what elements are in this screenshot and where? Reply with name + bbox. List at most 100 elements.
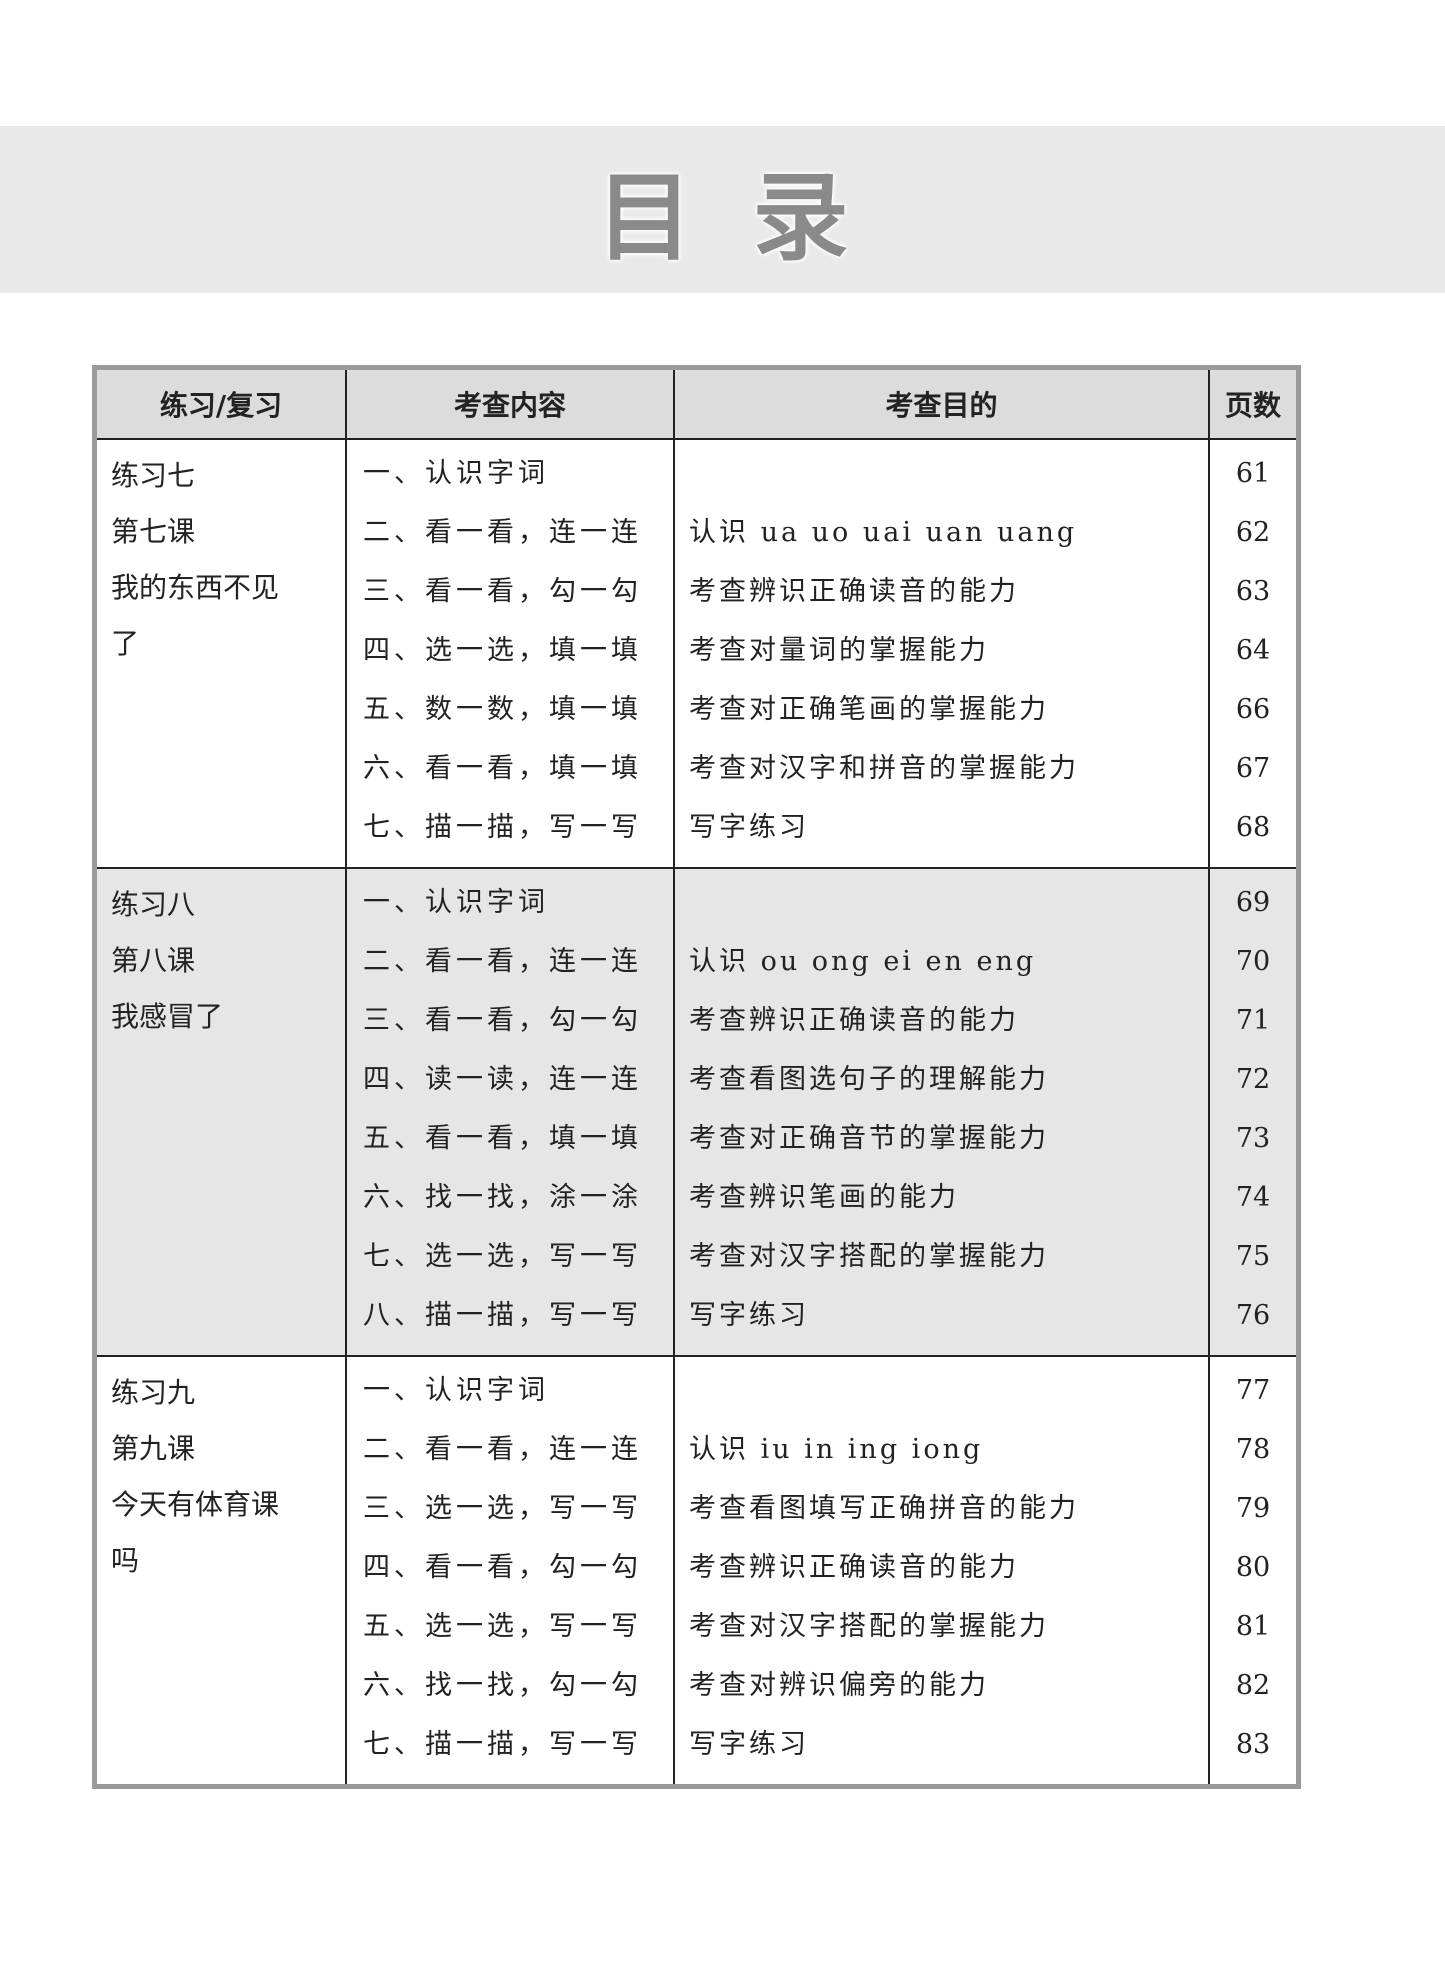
purpose-text: 考查看图填写正确拼音的能力 (689, 1493, 1079, 1524)
section-row: 练习八 第八课 我感冒了 一、认识字词 二、看一看，连一连 三、看一看，勾一勾 四、读一读，… (97, 867, 1296, 1357)
purpose-text: 考查对量词的掌握能力 (689, 635, 989, 666)
lesson-cell: 练习九第九课今天有体育课吗 (97, 1355, 347, 1784)
page-number: 63 (1235, 576, 1271, 607)
page-number: 66 (1235, 694, 1271, 725)
exercise-item: 七、描一描，写一写 (363, 812, 642, 843)
exercise-item: 六、看一看，填一填 (363, 753, 642, 784)
page-number: 64 (1235, 635, 1271, 666)
lesson-label: 练习九 (111, 1376, 196, 1409)
page-number: 69 (1235, 887, 1271, 918)
page-number: 62 (1235, 517, 1271, 548)
page-cell: 61 62 63 64 66 67 68 (1208, 438, 1296, 869)
section-row: 练习七 第七课 我的东西不见了一、认识字词 二、看一看，连一连 三、看一看，勾一勾 四、选… (97, 438, 1296, 869)
page-title: 目 录 (0, 126, 1445, 293)
page-number: 72 (1235, 1064, 1271, 1095)
exercise-item: 四、看一看，勾一勾 (363, 1552, 642, 1583)
contents-table: 练习/复习 考查内容 考查目的 页数 练习七 第七课 我的东西不见了一、认识字词 二、… (92, 365, 1301, 1789)
page-number: 75 (1235, 1241, 1271, 1272)
table-header-row: 练习/复习 考查内容 考查目的 页数 (97, 370, 1296, 440)
purpose-text: 认识 ou ong ei en eng (689, 946, 1037, 977)
page-number: 80 (1235, 1552, 1271, 1583)
lesson-cell: 练习八第八课我感冒了 (97, 867, 347, 1357)
purpose-text: 考查辨识正确读音的能力 (689, 1552, 1019, 1583)
page-number: 71 (1235, 1005, 1271, 1036)
exercise-item: 四、读一读，连一连 (363, 1064, 642, 1095)
purpose-text: 考查对辨识偏旁的能力 (689, 1670, 989, 1701)
purpose-text: 考查辨识正确读音的能力 (689, 576, 1019, 607)
section-row: 练习九 第九课 今天有体育课吗一、认识字词 二、看一看，连一连 三、选一选，写一写 四、看… (97, 1355, 1296, 1784)
lesson-label: 了 (111, 627, 140, 660)
exercise-item: 二、看一看，连一连 (363, 517, 642, 548)
purpose-text: 写字练习 (689, 1729, 809, 1760)
page-cell: 77 78 79 80 81 82 83 (1208, 1355, 1296, 1784)
exercise-item: 八、描一描，写一写 (363, 1300, 642, 1331)
page-number: 73 (1235, 1123, 1271, 1154)
page-number: 67 (1235, 753, 1271, 784)
purpose-text: 写字练习 (689, 1300, 809, 1331)
title-band (0, 126, 1445, 293)
purpose-cell: 认识 iu in ing iong 考查看图填写正确拼音的能力 考查辨识正确读音的能… (673, 1355, 1210, 1784)
exercise-item: 七、选一选，写一写 (363, 1241, 642, 1272)
purpose-text: 考查对汉字搭配的掌握能力 (689, 1241, 1049, 1272)
page-number: 83 (1235, 1729, 1271, 1760)
header-content: 考查内容 (345, 370, 675, 440)
purpose-text: 写字练习 (689, 812, 809, 843)
page-number: 74 (1235, 1182, 1271, 1213)
lesson-label: 第七课 (111, 515, 196, 548)
purpose-text: 考查辨识笔画的能力 (689, 1182, 959, 1213)
exercise-item: 一、认识字词 (363, 887, 549, 918)
exercise-item: 一、认识字词 (363, 1375, 549, 1406)
exercise-item: 三、选一选，写一写 (363, 1493, 642, 1524)
lesson-label: 第八课 (111, 944, 196, 977)
exercise-item: 五、看一看，填一填 (363, 1123, 642, 1154)
lesson-label: 第九课 (111, 1432, 196, 1465)
purpose-text: 考查辨识正确读音的能力 (689, 1005, 1019, 1036)
exercise-item: 二、看一看，连一连 (363, 946, 642, 977)
purpose-text (675, 444, 1208, 503)
title-char: 录 (752, 162, 849, 274)
page-number: 79 (1235, 1493, 1271, 1524)
page-number: 77 (1235, 1375, 1271, 1406)
purpose-text: 考查看图选句子的理解能力 (689, 1064, 1049, 1095)
exercise-item: 二、看一看，连一连 (363, 1434, 642, 1465)
purpose-text (675, 1361, 1208, 1420)
lesson-label: 我感冒了 (111, 1000, 224, 1033)
exercise-item: 五、选一选，写一写 (363, 1611, 642, 1642)
content-cell: 一、认识字词二、看一看，连一连 三、看一看，勾一勾 四、读一读，连一连 五、看一看，填… (345, 867, 675, 1357)
lesson-label: 练习八 (111, 888, 196, 921)
page-number: 76 (1235, 1300, 1271, 1331)
page-number: 70 (1235, 946, 1271, 977)
lesson-label: 今天有体育课 (111, 1488, 280, 1521)
page-number: 61 (1235, 458, 1271, 489)
exercise-item: 七、描一描，写一写 (363, 1729, 642, 1760)
content-cell: 一、认识字词二、看一看，连一连 三、选一选，写一写 四、看一看，勾一勾 五、选一选，写… (345, 1355, 675, 1784)
exercise-item: 三、看一看，勾一勾 (363, 1005, 642, 1036)
purpose-text: 认识 ua uo uai uan uang (689, 517, 1078, 548)
content-cell: 一、认识字词 二、看一看，连一连 三、看一看，勾一勾 四、选一选，填一填 五、数一数，填… (345, 438, 675, 869)
page-number: 78 (1235, 1434, 1271, 1465)
purpose-cell: 认识 ou ong ei en eng 考查辨识正确读音的能力 考查看图选句子的理解… (673, 867, 1210, 1357)
exercise-item: 五、数一数，填一填 (363, 694, 642, 725)
title-char: 目 (596, 162, 693, 274)
header-page: 页数 (1208, 370, 1296, 440)
lesson-label: 练习七 (111, 459, 196, 492)
header-lesson: 练习/复习 (97, 370, 347, 440)
header-purpose: 考查目的 (673, 370, 1210, 440)
page-number: 82 (1235, 1670, 1271, 1701)
purpose-text: 考查对汉字搭配的掌握能力 (689, 1611, 1049, 1642)
page-number: 81 (1235, 1611, 1271, 1642)
purpose-text (675, 873, 1208, 932)
exercise-item: 一、认识字词 (363, 458, 549, 489)
lesson-label: 吗 (111, 1544, 140, 1577)
purpose-text: 考查对正确音节的掌握能力 (689, 1123, 1049, 1154)
purpose-text: 考查对正确笔画的掌握能力 (689, 694, 1049, 725)
lesson-label: 我的东西不见 (111, 571, 280, 604)
purpose-text: 考查对汉字和拼音的掌握能力 (689, 753, 1079, 784)
exercise-item: 四、选一选，填一填 (363, 635, 642, 666)
exercise-item: 六、找一找，涂一涂 (363, 1182, 642, 1213)
exercise-item: 六、找一找，勾一勾 (363, 1670, 642, 1701)
page-number: 68 (1235, 812, 1271, 843)
purpose-text: 认识 iu in ing iong (689, 1434, 984, 1465)
purpose-cell: 认识 ua uo uai uan uang 考查辨识正确读音的能力 考查对量词的掌握… (673, 438, 1210, 869)
page-cell: 69 70 71 72 73 74 75 76 (1208, 867, 1296, 1357)
